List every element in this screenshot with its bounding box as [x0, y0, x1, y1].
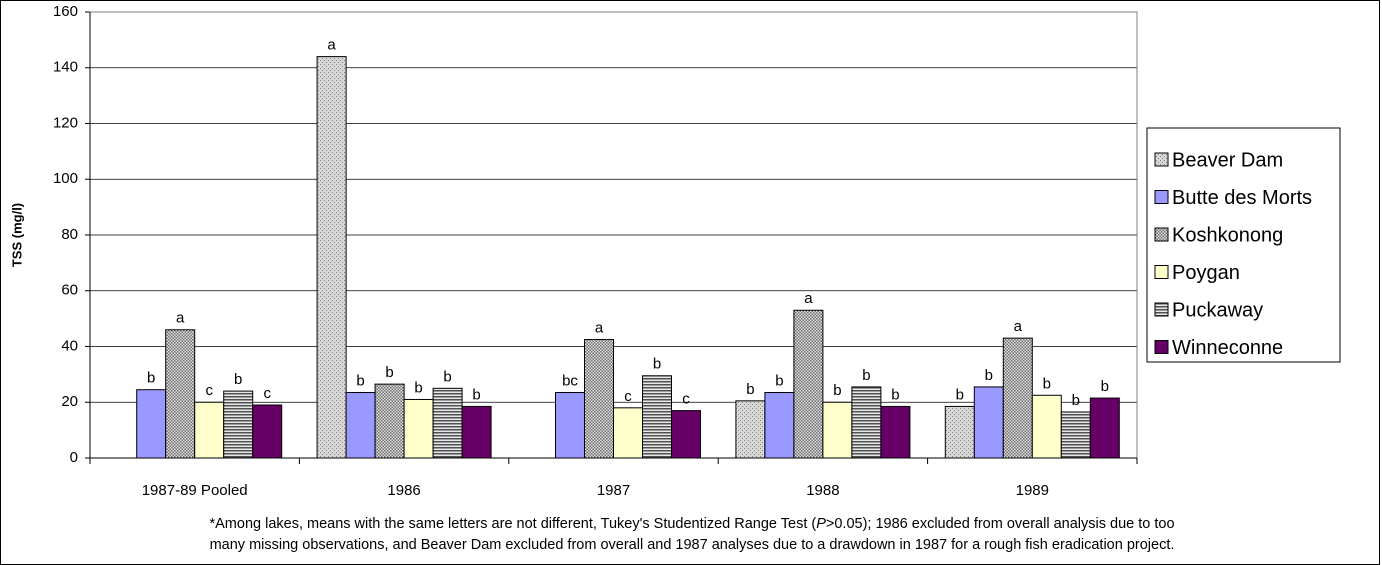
significance-letter: b	[746, 381, 754, 398]
y-tick-label: 60	[61, 282, 78, 299]
significance-letter: c	[263, 385, 271, 402]
bar	[851, 386, 882, 459]
legend-swatch	[1154, 227, 1169, 242]
significance-letter: a	[595, 320, 604, 337]
bar	[944, 405, 975, 459]
significance-letter: b	[1072, 392, 1080, 409]
significance-letter: b	[775, 372, 783, 389]
y-tick-label: 40	[61, 337, 78, 354]
bar	[613, 407, 643, 459]
x-tick-label: 1988	[806, 482, 839, 499]
bar	[735, 400, 766, 459]
bar	[584, 339, 614, 459]
bar	[432, 387, 463, 459]
significance-letter: c	[205, 382, 213, 399]
x-tick-label: 1987-89 Pooled	[142, 482, 248, 499]
bar	[461, 405, 492, 459]
bar	[1031, 394, 1062, 459]
legend-swatch	[1154, 340, 1169, 354]
significance-letter: b	[985, 367, 993, 384]
bar	[642, 375, 672, 459]
bar	[136, 389, 167, 459]
legend-label: Puckaway	[1172, 299, 1263, 321]
legend-swatch	[1154, 265, 1169, 279]
significance-letter: b	[234, 371, 242, 388]
bar	[671, 410, 701, 459]
legend-swatch	[1154, 190, 1169, 204]
legend-label: Koshkonong	[1172, 224, 1283, 246]
significance-letter: b	[1101, 378, 1109, 395]
y-tick-label: 120	[53, 114, 78, 131]
bar	[1089, 397, 1120, 459]
significance-letter: a	[804, 290, 813, 307]
legend-swatch	[1154, 302, 1169, 317]
bar	[252, 404, 283, 459]
significance-letter: bc	[562, 372, 578, 389]
bar	[194, 401, 225, 459]
legend-label: Butte des Morts	[1172, 187, 1312, 209]
footnote-part: >0.05); 1986 excluded from overall analy…	[826, 516, 1175, 532]
bar	[555, 391, 585, 459]
significance-letter: b	[356, 372, 364, 389]
significance-letter: b	[147, 370, 155, 387]
x-tick-label: 1987	[597, 482, 630, 499]
significance-letter: a	[176, 310, 185, 327]
significance-letter: b	[891, 386, 899, 403]
legend-label: Winneconne	[1172, 337, 1283, 359]
bar	[316, 56, 347, 459]
significance-letter: b	[653, 356, 661, 373]
bar	[223, 390, 254, 459]
bar	[1060, 411, 1091, 459]
footnote-part: *Among lakes, means with the same letter…	[209, 516, 816, 532]
significance-letter: b	[443, 368, 451, 385]
bar	[880, 405, 911, 459]
significance-letter: b	[956, 386, 964, 403]
x-tick-label: 1989	[1016, 482, 1049, 499]
legend-box	[1146, 127, 1341, 363]
bar	[822, 401, 853, 459]
y-tick-label: 140	[53, 59, 78, 76]
x-tick-label: 1986	[387, 482, 420, 499]
legend-swatch	[1154, 152, 1169, 167]
footnote-part: many missing observations, and Beaver Da…	[210, 537, 1175, 553]
y-tick-label: 160	[53, 3, 78, 20]
bar	[1002, 337, 1033, 459]
bar	[793, 309, 824, 459]
legend-label: Beaver Dam	[1172, 149, 1283, 171]
bar	[973, 386, 1004, 459]
bar	[374, 383, 405, 459]
footnote: many missing observations, and Beaver Da…	[210, 537, 1175, 553]
significance-letter: b	[414, 379, 422, 396]
significance-letter: a	[327, 37, 336, 54]
significance-letter: b	[1043, 375, 1051, 392]
significance-letter: b	[385, 364, 393, 381]
significance-letter: b	[862, 367, 870, 384]
bar	[764, 391, 795, 459]
y-tick-label: 80	[61, 226, 78, 243]
y-tick-label: 20	[61, 393, 78, 410]
significance-letter: c	[682, 391, 690, 408]
bar	[345, 391, 376, 459]
y-axis-label: TSS (mg/l)	[9, 203, 24, 267]
footnote: *Among lakes, means with the same letter…	[209, 516, 1174, 532]
significance-letter: b	[833, 382, 841, 399]
significance-letter: b	[472, 386, 480, 403]
bar	[403, 398, 434, 459]
significance-letter: c	[624, 388, 632, 405]
y-tick-label: 100	[53, 170, 78, 187]
legend-label: Poygan	[1172, 262, 1240, 284]
bar	[165, 329, 196, 459]
significance-letter: a	[1014, 318, 1023, 335]
y-tick-label: 0	[70, 449, 78, 466]
footnote-part: P	[816, 516, 826, 532]
